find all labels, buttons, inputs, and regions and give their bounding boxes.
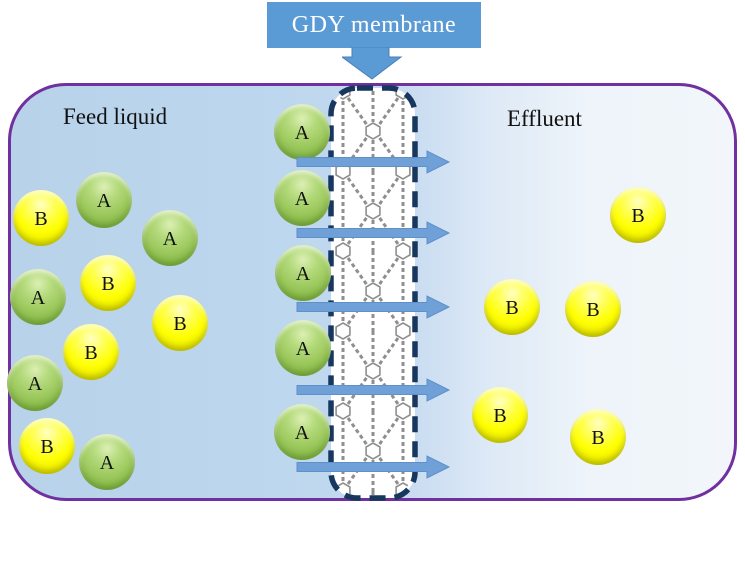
legend: A / B : An3+/ Ln3+, Th4+/UO22+, Cs+/Sr2+ (0, 505, 745, 573)
membrane-dashed-border (328, 85, 418, 501)
gdy-lattice-pattern (334, 91, 412, 495)
feed-liquid-label: Feed liquid (63, 104, 168, 129)
gdy-membrane-title: GDY membrane (291, 11, 457, 38)
effluent-label: Effluent (507, 106, 582, 131)
gdy-membrane-graphic (328, 85, 418, 501)
down-arrow-icon (342, 47, 403, 80)
gdy-membrane-title-box: GDY membrane (267, 2, 481, 48)
